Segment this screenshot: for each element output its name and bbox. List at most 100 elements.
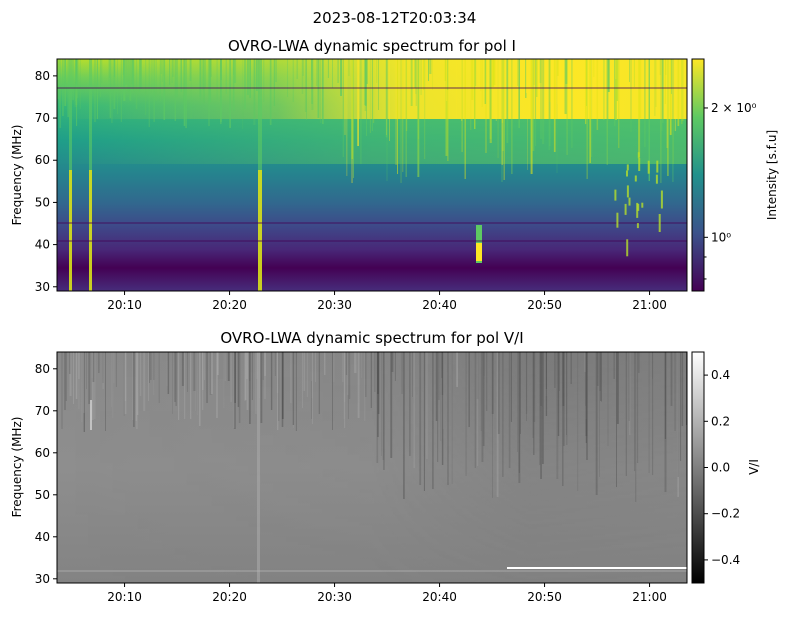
polarization-streak <box>124 352 127 414</box>
spectrum-streak <box>79 59 81 109</box>
spectrum-streak <box>415 59 417 106</box>
spectrum-streak <box>108 59 110 82</box>
polarization-streak <box>541 352 543 407</box>
polarization-streak <box>281 352 284 427</box>
y-tick-label-pol-vi: 40 <box>35 530 50 544</box>
polarization-streak <box>474 352 476 468</box>
spectrum-streak <box>287 59 288 97</box>
polarization-streak <box>394 352 396 381</box>
spectrum-streak <box>113 59 116 109</box>
spectrum-streak <box>502 59 504 151</box>
spectrum-streak <box>199 59 202 97</box>
spectrum-streak <box>501 59 503 182</box>
polarization-streak <box>216 352 218 418</box>
polarization-streak <box>585 352 587 419</box>
polarization-streak <box>290 352 292 403</box>
spectrum-streak <box>189 59 192 81</box>
polarization-streak <box>468 352 470 427</box>
polarization-streak <box>102 352 104 383</box>
spectrum-streak <box>94 59 97 122</box>
spectrum-streak <box>202 59 204 90</box>
polarization-streak <box>423 352 425 491</box>
spectrum-streak <box>481 59 483 107</box>
polarization-streak <box>518 352 521 483</box>
polarization-streak <box>105 352 106 431</box>
spectrum-streak <box>171 59 174 83</box>
polarization-streak <box>677 352 679 477</box>
polarization-streak <box>277 352 279 430</box>
polarization-streak <box>648 352 650 473</box>
spectrum-streak <box>591 59 593 157</box>
spectrum-streak <box>129 59 132 101</box>
spectrum-streak <box>410 59 413 106</box>
polarization-streak <box>202 352 204 390</box>
polarization-streak <box>616 352 619 424</box>
polarization-streak <box>69 352 72 396</box>
spectrum-streak <box>364 59 367 106</box>
polarization-streak <box>441 352 443 378</box>
spectrum-speck <box>647 160 650 174</box>
polarization-streak <box>153 352 155 395</box>
polarization-streak <box>123 352 125 416</box>
polarization-streak <box>69 352 71 374</box>
polarization-streak <box>435 352 438 421</box>
spectrum-streak <box>485 59 487 153</box>
polarization-streak <box>264 352 266 399</box>
polarization-streak <box>311 352 313 398</box>
polarization-streak <box>209 352 212 395</box>
polarization-streak <box>412 352 413 397</box>
polarization-streak <box>324 352 326 375</box>
spectrum-streak <box>327 59 329 78</box>
polarization-streak <box>149 352 150 383</box>
spectrum-streak <box>659 59 661 75</box>
spectrum-streak <box>183 59 185 103</box>
spectrum-streak <box>493 59 496 85</box>
spectrum-streak <box>120 59 122 122</box>
spectrum-streak <box>246 59 249 95</box>
polarization-streak <box>282 352 284 419</box>
colorbar-tick-label-pol-vi: 0.4 <box>711 368 730 382</box>
polarization-streak <box>172 352 173 414</box>
polarization-streak <box>233 352 235 428</box>
colorbar-tick-label-pol-vi: −0.2 <box>711 507 740 521</box>
polarization-streak <box>133 352 135 427</box>
polarization-streak <box>92 352 94 420</box>
spectrum-streak <box>109 59 111 78</box>
polarization-streak <box>202 352 204 410</box>
polarization-streak <box>559 352 560 391</box>
spectrum-speck <box>641 202 644 208</box>
polarization-streak <box>545 352 548 396</box>
spectrum-streak <box>128 59 129 92</box>
spectrum-streak <box>543 59 546 113</box>
spectrum-streak <box>155 59 157 101</box>
polarization-streak <box>303 352 305 391</box>
spectrum-streak <box>660 59 662 183</box>
polarization-streak <box>65 352 67 401</box>
polarization-streak <box>92 352 95 382</box>
polarization-streak <box>419 352 422 485</box>
spectrum-streak <box>606 59 609 121</box>
polarization-streak <box>132 352 134 420</box>
polarization-streak <box>390 352 393 458</box>
spectrum-streak <box>475 59 477 86</box>
polarization-streak <box>616 352 617 487</box>
spectrum-streak <box>549 59 551 102</box>
spectrum-streak <box>542 59 545 144</box>
polarization-streak <box>480 352 482 431</box>
spectrum-streak <box>220 59 222 124</box>
polarization-streak <box>638 352 640 373</box>
x-tick-label-pol-vi: 21:00 <box>632 590 667 604</box>
spectrum-speck <box>658 214 661 232</box>
polarization-streak <box>88 352 91 404</box>
spectrum-speck <box>616 212 619 228</box>
spectrum-streak <box>530 59 533 174</box>
polarization-streak <box>382 352 385 460</box>
spectrum-streak <box>385 59 388 137</box>
polarization-streak <box>112 352 114 418</box>
polarization-streak <box>482 352 485 446</box>
spectrum-streak <box>61 59 63 85</box>
polarization-streak <box>637 352 639 463</box>
polarization-streak <box>600 352 602 401</box>
polarization-streak <box>311 352 312 419</box>
polarization-streak <box>354 352 356 373</box>
